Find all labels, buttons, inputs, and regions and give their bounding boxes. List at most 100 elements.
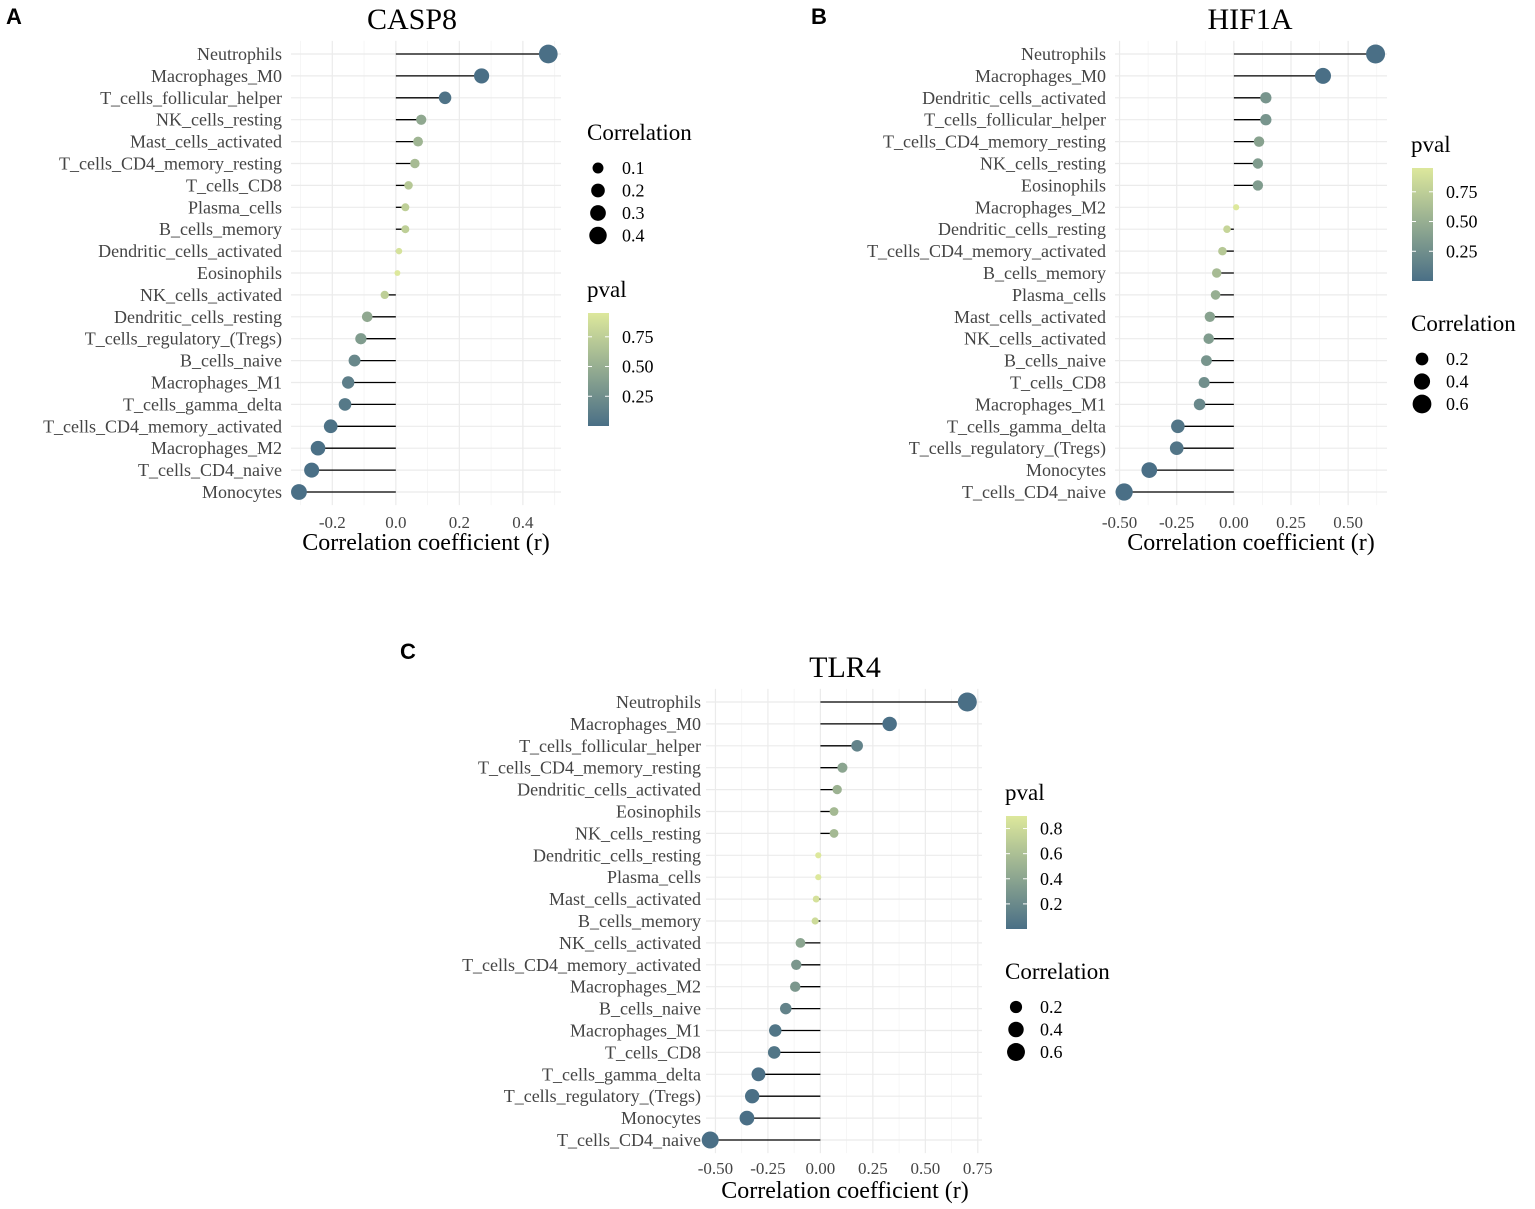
size-legend-key bbox=[592, 162, 604, 174]
category-label: T_cells_regulatory_(Tregs) bbox=[85, 329, 282, 350]
size-legend-label: 0.3 bbox=[622, 203, 645, 223]
lollipop-point bbox=[1115, 483, 1133, 501]
x-tick-label: 0.0 bbox=[385, 513, 406, 532]
category-label: Dendritic_cells_activated bbox=[98, 241, 282, 261]
color-legend-label: 0.4 bbox=[1040, 869, 1063, 889]
color-legend-title: pval bbox=[1005, 780, 1045, 805]
lollipop-point bbox=[815, 874, 822, 881]
x-tick-label: 0.75 bbox=[963, 1159, 993, 1178]
x-tick-label: 0.25 bbox=[858, 1159, 888, 1178]
category-label: Dendritic_cells_resting bbox=[114, 307, 282, 327]
lollipop-point bbox=[304, 462, 320, 478]
category-label: Eosinophils bbox=[197, 263, 282, 283]
category-label: T_cells_gamma_delta bbox=[123, 394, 282, 414]
panel-letter: A bbox=[6, 4, 22, 29]
lollipop-point bbox=[380, 290, 389, 300]
lollipop-point bbox=[815, 852, 822, 859]
category-label: T_cells_gamma_delta bbox=[947, 416, 1106, 436]
lollipop-point bbox=[1210, 290, 1221, 300]
category-label: T_cells_follicular_helper bbox=[519, 736, 701, 756]
lollipop-point bbox=[1260, 114, 1272, 126]
size-legend-label: 0.2 bbox=[1040, 997, 1063, 1017]
lollipop-point bbox=[1260, 92, 1272, 104]
category-label: Dendritic_cells_activated bbox=[517, 780, 701, 800]
category-label: Macrophages_M0 bbox=[151, 66, 282, 86]
lollipop-point bbox=[769, 1024, 782, 1037]
category-label: B_cells_memory bbox=[578, 911, 701, 931]
category-label: Macrophages_M1 bbox=[151, 373, 282, 393]
category-label: B_cells_naive bbox=[180, 351, 282, 371]
x-tick-label: 0.25 bbox=[1276, 513, 1306, 532]
category-label: Macrophages_M2 bbox=[975, 197, 1106, 217]
lollipop-point bbox=[837, 762, 848, 773]
category-label: Eosinophils bbox=[616, 802, 701, 822]
category-label: Plasma_cells bbox=[1012, 285, 1106, 305]
lollipop-point bbox=[341, 376, 355, 389]
category-label: T_cells_CD4_memory_resting bbox=[883, 132, 1106, 152]
size-legend-key bbox=[590, 205, 606, 221]
plot-area: -0.50 -0.25 0.00 0.25 0.50NeutrophilsMacroph… bbox=[867, 40, 1387, 532]
lollipop-point bbox=[413, 136, 423, 147]
lollipop-point bbox=[1366, 44, 1386, 64]
lollipop-point bbox=[751, 1067, 766, 1082]
color-legend-label: 0.50 bbox=[1446, 212, 1478, 232]
size-legend-key bbox=[589, 226, 607, 245]
plot-area: -0.50 -0.25 0.00 0.25 0.50 0.75NeutrophilsMac… bbox=[462, 688, 993, 1178]
category-label: B_cells_memory bbox=[159, 219, 282, 239]
category-label: T_cells_CD4_memory_activated bbox=[867, 241, 1106, 261]
lollipop-point bbox=[1141, 462, 1158, 478]
plot-area: -0.2 0.0 0.2 0.4NeutrophilsMacrophages_M0T_… bbox=[43, 40, 561, 532]
size-legend-label: 0.1 bbox=[622, 158, 645, 178]
x-axis-title: Correlation coefficient (r) bbox=[302, 530, 549, 556]
lollipop-point bbox=[1171, 419, 1185, 434]
category-label: Macrophages_M0 bbox=[570, 714, 701, 734]
category-label: Neutrophils bbox=[197, 44, 282, 64]
lollipop-point bbox=[1204, 311, 1216, 323]
lollipop-point bbox=[355, 333, 367, 345]
lollipop-point bbox=[438, 91, 452, 105]
lollipop-point bbox=[410, 158, 420, 169]
category-label: Eosinophils bbox=[1021, 175, 1106, 195]
category-label: Mast_cells_activated bbox=[130, 132, 282, 152]
category-label: T_cells_CD4_naive bbox=[557, 1130, 701, 1150]
lollipop-point bbox=[323, 419, 338, 434]
color-legend-label: 0.75 bbox=[1446, 182, 1478, 202]
lollipop-point bbox=[791, 959, 802, 970]
plot-title: CASP8 bbox=[367, 3, 457, 36]
lollipop-point bbox=[1218, 246, 1227, 256]
category-label: T_cells_gamma_delta bbox=[542, 1064, 701, 1084]
lollipop-point bbox=[1223, 225, 1231, 234]
x-tick-label: 0.00 bbox=[806, 1159, 836, 1178]
lollipop-point bbox=[795, 938, 806, 948]
lollipop-point bbox=[1211, 268, 1222, 278]
plot-title: HIF1A bbox=[1207, 3, 1292, 36]
color-legend-label: 0.8 bbox=[1040, 819, 1063, 839]
x-tick-label: -0.50 bbox=[698, 1159, 733, 1178]
size-legend-label: 0.2 bbox=[1446, 349, 1469, 369]
size-legend-title: Correlation bbox=[1005, 959, 1110, 984]
category-label: T_cells_regulatory_(Tregs) bbox=[909, 438, 1106, 459]
size-legend-key bbox=[1007, 1043, 1025, 1061]
legend-area: Correlation 0.1 0.20.3 0.4 pval 0.25 0.50 0.75 bbox=[587, 120, 692, 426]
lollipop-point bbox=[1252, 158, 1264, 169]
size-legend-label: 0.4 bbox=[622, 226, 645, 246]
category-label: Monocytes bbox=[202, 482, 282, 502]
category-label: Neutrophils bbox=[1021, 44, 1106, 64]
category-label: Neutrophils bbox=[616, 692, 701, 712]
category-label: T_cells_CD4_naive bbox=[138, 460, 282, 480]
color-legend-label: 0.25 bbox=[1446, 241, 1478, 261]
color-legend-title: pval bbox=[1411, 132, 1451, 157]
lollipop-point bbox=[701, 1131, 719, 1149]
x-tick-label: -0.25 bbox=[750, 1159, 785, 1178]
lollipop-point bbox=[1193, 398, 1206, 411]
x-axis-title: Correlation coefficient (r) bbox=[1127, 530, 1374, 556]
size-legend-label: 0.4 bbox=[1040, 1020, 1063, 1040]
lollipop-point bbox=[538, 44, 558, 64]
lollipop-point bbox=[338, 398, 352, 411]
panel-letter: C bbox=[400, 639, 416, 664]
legend-area: Correlation 0.2 0.40.6 pval 0.25 0.50 0.75 bbox=[1411, 132, 1516, 414]
size-legend-key bbox=[591, 183, 605, 198]
lollipop-point bbox=[767, 1046, 781, 1059]
x-tick-label: 0.2 bbox=[449, 513, 470, 532]
